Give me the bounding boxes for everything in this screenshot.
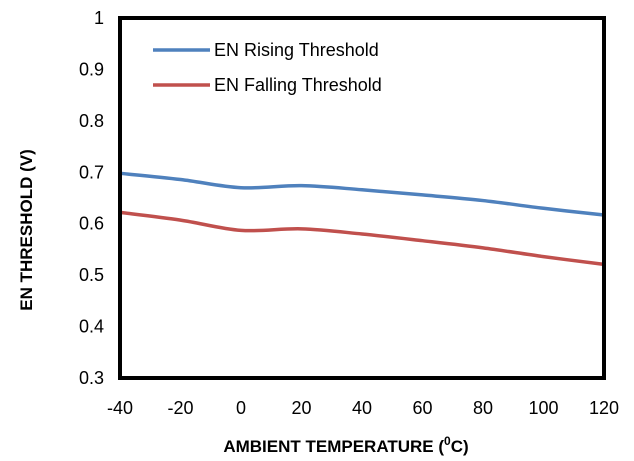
- x-axis-title-main: AMBIENT TEMPERATURE (: [223, 437, 444, 456]
- x-axis-title-suffix: C): [451, 437, 469, 456]
- y-tick-label: 0.3: [79, 368, 104, 388]
- y-axis-ticks: 0.3 0.4 0.5 0.6 0.7 0.8 0.9 1: [79, 8, 104, 388]
- x-axis-title: AMBIENT TEMPERATURE (0C): [223, 434, 468, 456]
- plot-area-frame: [118, 16, 606, 380]
- y-tick-label: 0.5: [79, 265, 104, 285]
- y-tick-label: 0.6: [79, 214, 104, 234]
- x-tick-label: -40: [107, 398, 133, 418]
- x-axis-title-superscript: 0: [444, 434, 451, 448]
- legend: EN Rising Threshold EN Falling Threshold: [153, 40, 382, 95]
- y-axis-title: EN THRESHOLD (V): [17, 149, 36, 311]
- x-tick-label: 20: [291, 398, 311, 418]
- x-tick-label: 80: [473, 398, 493, 418]
- series-line-falling: [118, 210, 606, 267]
- x-tick-label: 40: [352, 398, 372, 418]
- legend-label: EN Falling Threshold: [214, 75, 382, 95]
- y-tick-label: 1: [94, 8, 104, 28]
- series-line-rising: [118, 171, 606, 217]
- x-tick-label: -20: [167, 398, 193, 418]
- x-axis-ticks: -40 -20 0 20 40 60 80 100 120: [107, 398, 619, 418]
- y-tick-label: 0.7: [79, 162, 104, 182]
- legend-label: EN Rising Threshold: [214, 40, 379, 60]
- x-tick-label: 60: [412, 398, 432, 418]
- x-tick-label: 100: [528, 398, 558, 418]
- x-tick-label: 120: [589, 398, 619, 418]
- y-tick-label: 0.8: [79, 111, 104, 131]
- x-tick-label: 0: [236, 398, 246, 418]
- series-layer: [118, 171, 606, 267]
- y-tick-label: 0.4: [79, 317, 104, 337]
- y-tick-label: 0.9: [79, 59, 104, 79]
